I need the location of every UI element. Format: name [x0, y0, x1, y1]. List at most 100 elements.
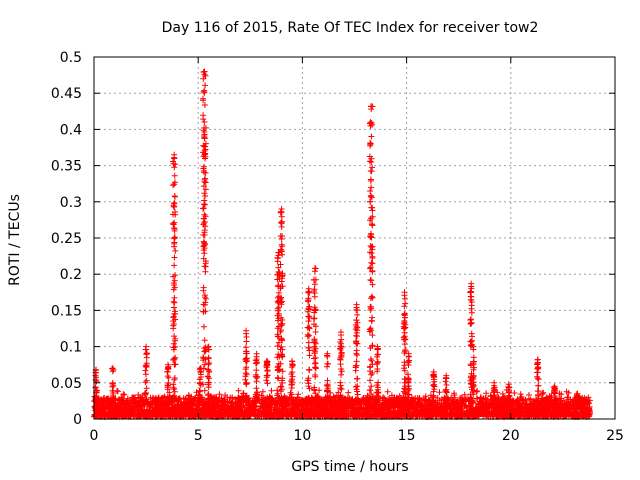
data-point-marker [337, 361, 344, 368]
data-point-marker [517, 391, 524, 398]
data-point-marker [171, 240, 178, 247]
data-point-marker [202, 82, 209, 89]
data-point-marker [384, 388, 391, 395]
data-point-marker [253, 385, 260, 392]
data-point-marker [201, 263, 208, 270]
data-point-marker [368, 133, 375, 140]
data-point-marker [354, 333, 360, 340]
data-point-marker [277, 209, 284, 216]
data-point-marker [368, 317, 375, 324]
data-point-marker [368, 184, 375, 191]
data-point-marker [171, 172, 178, 179]
data-point-marker [366, 387, 373, 394]
data-point-marker [206, 360, 213, 367]
data-point-marker [367, 188, 374, 194]
data-point-marker [171, 333, 178, 340]
data-point-marker [170, 220, 177, 227]
data-point-marker [171, 164, 178, 171]
data-point-marker [143, 346, 150, 353]
data-point-marker [171, 203, 177, 210]
data-point-marker [143, 350, 150, 357]
data-point-marker [338, 386, 345, 393]
data-point-marker [171, 154, 178, 161]
data-point-marker [196, 380, 203, 387]
data-point-marker [352, 367, 359, 374]
data-point-marker [367, 304, 374, 310]
data-point-marker [354, 375, 361, 382]
data-point-marker [235, 387, 242, 394]
data-point-marker [338, 332, 344, 338]
data-point-marker [354, 311, 361, 318]
data-point-marker [172, 247, 179, 254]
data-points [91, 68, 593, 420]
data-point-marker [205, 361, 212, 368]
data-point-marker [277, 219, 284, 226]
data-point-marker [205, 354, 212, 361]
chart-title: Day 116 of 2015, Rate Of TEC Index for r… [162, 20, 539, 36]
data-point-marker [354, 383, 361, 390]
data-point-marker [274, 255, 281, 262]
data-point-marker [200, 232, 207, 238]
data-point-marker [202, 193, 209, 199]
data-point-marker [368, 204, 375, 211]
data-point-marker [171, 294, 178, 301]
data-point-marker [200, 112, 207, 119]
data-point-marker [170, 298, 177, 305]
data-point-marker [253, 367, 260, 374]
data-point-marker [368, 383, 375, 390]
data-point-marker [304, 331, 311, 338]
data-point-marker [243, 338, 250, 345]
data-point-marker [172, 193, 178, 200]
data-point-marker [325, 360, 331, 367]
data-point-marker [268, 387, 275, 394]
data-point-marker [143, 385, 150, 392]
data-point-marker [436, 389, 443, 396]
data-point-marker [337, 379, 344, 386]
data-point-marker [279, 218, 285, 225]
data-point-marker [511, 390, 518, 396]
data-point-marker [338, 371, 344, 378]
data-point-marker [311, 360, 318, 367]
data-point-marker [200, 95, 206, 102]
data-point-marker [305, 339, 312, 346]
data-point-marker [171, 254, 178, 261]
data-point-marker [171, 361, 178, 368]
data-point-marker [243, 330, 250, 337]
data-point-marker [200, 88, 207, 95]
data-point-marker [305, 289, 312, 296]
data-point-marker [312, 329, 319, 335]
data-point-marker [305, 380, 312, 387]
data-point-marker [368, 259, 375, 266]
data-point-marker [278, 241, 285, 248]
data-point-marker [305, 318, 312, 325]
data-point-marker [311, 281, 318, 288]
data-point-marker [259, 388, 266, 395]
data-point-marker [201, 143, 208, 150]
data-point-marker [367, 176, 374, 183]
data-point-marker [200, 284, 207, 291]
data-point-marker [311, 268, 318, 275]
data-point-marker [305, 288, 312, 295]
data-point-marker [171, 234, 178, 241]
data-point-marker [171, 262, 178, 269]
data-point-marker [278, 322, 285, 329]
data-point-marker [200, 323, 207, 330]
data-point-marker [306, 332, 313, 339]
data-point-marker [201, 218, 208, 225]
data-point-marker [274, 343, 281, 349]
data-point-marker [201, 201, 208, 208]
data-point-marker [274, 387, 281, 394]
data-point-marker [353, 347, 360, 354]
data-point-marker [142, 379, 149, 386]
data-point-marker [367, 193, 374, 200]
data-point-marker [201, 387, 208, 394]
data-point-marker [369, 207, 376, 214]
data-point-marker [278, 336, 285, 343]
data-point-marker [243, 380, 250, 387]
data-point-marker [240, 390, 247, 397]
grid-lines [94, 57, 615, 419]
data-point-marker [264, 380, 271, 387]
data-point-marker [201, 119, 208, 125]
data-point-marker [201, 190, 208, 197]
